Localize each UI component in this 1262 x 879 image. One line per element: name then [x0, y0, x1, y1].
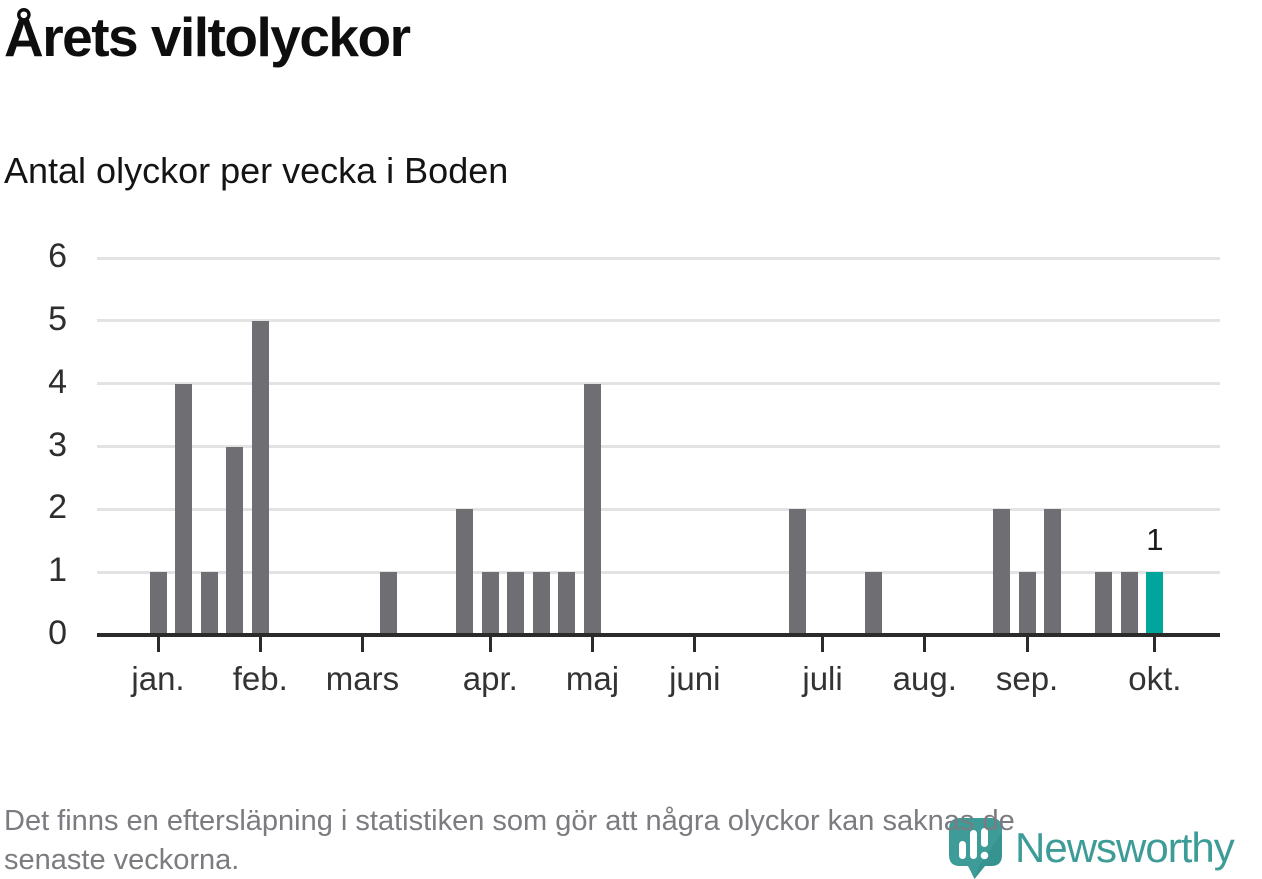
bar-week-39: [1120, 572, 1138, 635]
footer-note-line: senaste veckorna.: [4, 844, 240, 876]
x-axis-month-label: juni: [669, 660, 721, 697]
footer-note-line: Det finns en eftersläpning i statistiken…: [4, 805, 1015, 837]
bar-week-13: [456, 509, 474, 635]
bar-week-40-highlight: [1146, 572, 1164, 635]
x-axis-line: [97, 633, 1220, 637]
y-gridline: [97, 507, 1220, 511]
bar-week-17: [558, 572, 576, 635]
bar-week-2: [175, 383, 193, 635]
bar-week-1: [149, 572, 167, 635]
bar-week-35: [1018, 572, 1036, 635]
x-axis-tick: [1025, 637, 1029, 652]
footer-note: Det finns en eftersläpning i statistiken…: [4, 802, 1015, 879]
y-gridline: [97, 319, 1220, 323]
x-axis-tick: [821, 637, 825, 652]
y-axis-tick-label: 2: [48, 488, 67, 527]
y-gridline: [97, 570, 1220, 574]
y-axis-tick-label: 4: [48, 362, 67, 401]
x-axis-month-label: apr.: [462, 660, 518, 697]
newsworthy-wordmark: Newsworthy: [1015, 824, 1235, 871]
x-axis-tick: [488, 637, 492, 652]
x-axis-month-label: okt.: [1128, 660, 1182, 697]
x-axis-tick: [156, 637, 160, 652]
y-gridline: [97, 256, 1220, 260]
last-value-label: 1: [1146, 522, 1164, 558]
bar-week-3: [200, 572, 218, 635]
chart-subtitle: Antal olyckor per vecka i Boden: [4, 150, 509, 191]
x-axis-month-label: jan.: [131, 660, 185, 697]
x-axis-tick: [258, 637, 262, 652]
bar-week-29: [865, 572, 883, 635]
y-axis-tick-label: 1: [48, 551, 67, 590]
x-axis-month-label: sep.: [995, 660, 1059, 697]
page-title: Årets viltolyckor: [4, 6, 411, 68]
y-axis-tick-label: 6: [48, 237, 67, 276]
x-axis-tick: [360, 637, 364, 652]
bar-week-34: [992, 509, 1010, 635]
bar-week-38: [1095, 572, 1113, 635]
bar-week-10: [379, 572, 397, 635]
newsworthy-pin-bar-chart-icon: [949, 818, 1002, 879]
x-axis-month-label: mars: [325, 660, 400, 697]
x-axis-month-label: maj: [565, 660, 620, 697]
x-axis-tick: [1153, 637, 1157, 652]
bar-week-16: [532, 572, 550, 635]
bar-week-18: [584, 383, 602, 635]
x-axis-month-label: feb.: [232, 660, 288, 697]
y-axis-tick-label: 0: [48, 614, 67, 652]
y-gridline: [97, 445, 1220, 448]
bar-week-15: [507, 572, 525, 635]
bar-week-14: [481, 572, 499, 635]
x-axis-tick: [923, 637, 927, 652]
y-gridline: [97, 382, 1220, 386]
y-axis-tick-label: 3: [48, 425, 67, 464]
x-axis-tick: [693, 637, 697, 652]
bar-week-4: [226, 446, 244, 635]
y-axis-tick-label: 5: [48, 299, 67, 338]
bar-week-36: [1044, 509, 1062, 635]
bar-week-5: [251, 320, 269, 635]
bar-week-26: [788, 509, 806, 635]
x-axis-tick: [591, 637, 595, 652]
x-axis-month-label: juli: [802, 660, 843, 697]
x-axis-month-label: aug.: [892, 660, 957, 697]
